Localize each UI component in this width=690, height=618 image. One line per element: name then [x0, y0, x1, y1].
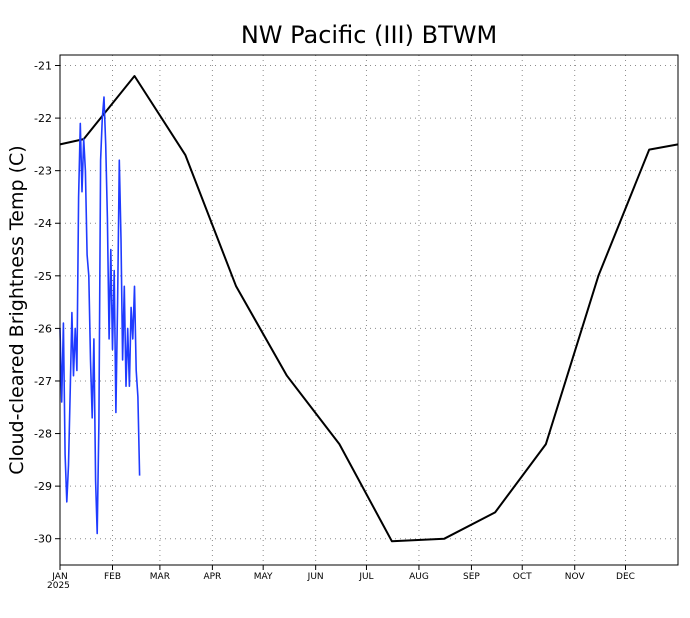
climatology-series-line	[59, 75, 679, 543]
y-tick-label: -23	[34, 165, 52, 178]
y-tick-label: -28	[34, 428, 52, 441]
chart-title: NW Pacific (III) BTWM	[241, 21, 497, 49]
x-tick-label: JUN	[307, 572, 324, 582]
x-tick-label: OCT	[513, 572, 532, 582]
y-tick-label: -30	[34, 533, 52, 546]
x-tick-label: SEP	[463, 572, 480, 582]
y-tick-label: -29	[34, 480, 52, 493]
y-tick-label: -26	[34, 322, 52, 335]
x-tick-label: JAN	[51, 572, 67, 582]
x-tick-label: AUG	[409, 572, 429, 582]
axis-ticks: -21 -22 -23 -24 -25 -26 -27 -28 -29 -30 JAN FEB MAR A…	[34, 60, 635, 582]
y-axis-label: Cloud-cleared Brightness Temp (C)	[6, 145, 28, 474]
x-tick-label: JUL	[358, 572, 373, 582]
x-tick-label: MAY	[254, 572, 273, 582]
y-tick-label: -21	[34, 60, 52, 73]
series-lines	[59, 75, 679, 543]
y-tick-label: -27	[34, 375, 52, 388]
x-tick-label: APR	[203, 572, 221, 582]
y-tick-label: -25	[34, 270, 52, 283]
x-tick-label: MAR	[150, 572, 170, 582]
y-tick-label: -24	[34, 217, 52, 230]
plot-frame	[59, 54, 679, 566]
x-tick-label: DEC	[616, 572, 635, 582]
x-tick-label: NOV	[565, 572, 586, 582]
grid-lines	[60, 55, 678, 565]
x-tick-label: FEB	[104, 572, 121, 582]
observed-2025-series-line	[59, 96, 141, 535]
y-tick-label: -22	[34, 112, 52, 125]
x-axis-year-label: 2025	[47, 581, 70, 591]
